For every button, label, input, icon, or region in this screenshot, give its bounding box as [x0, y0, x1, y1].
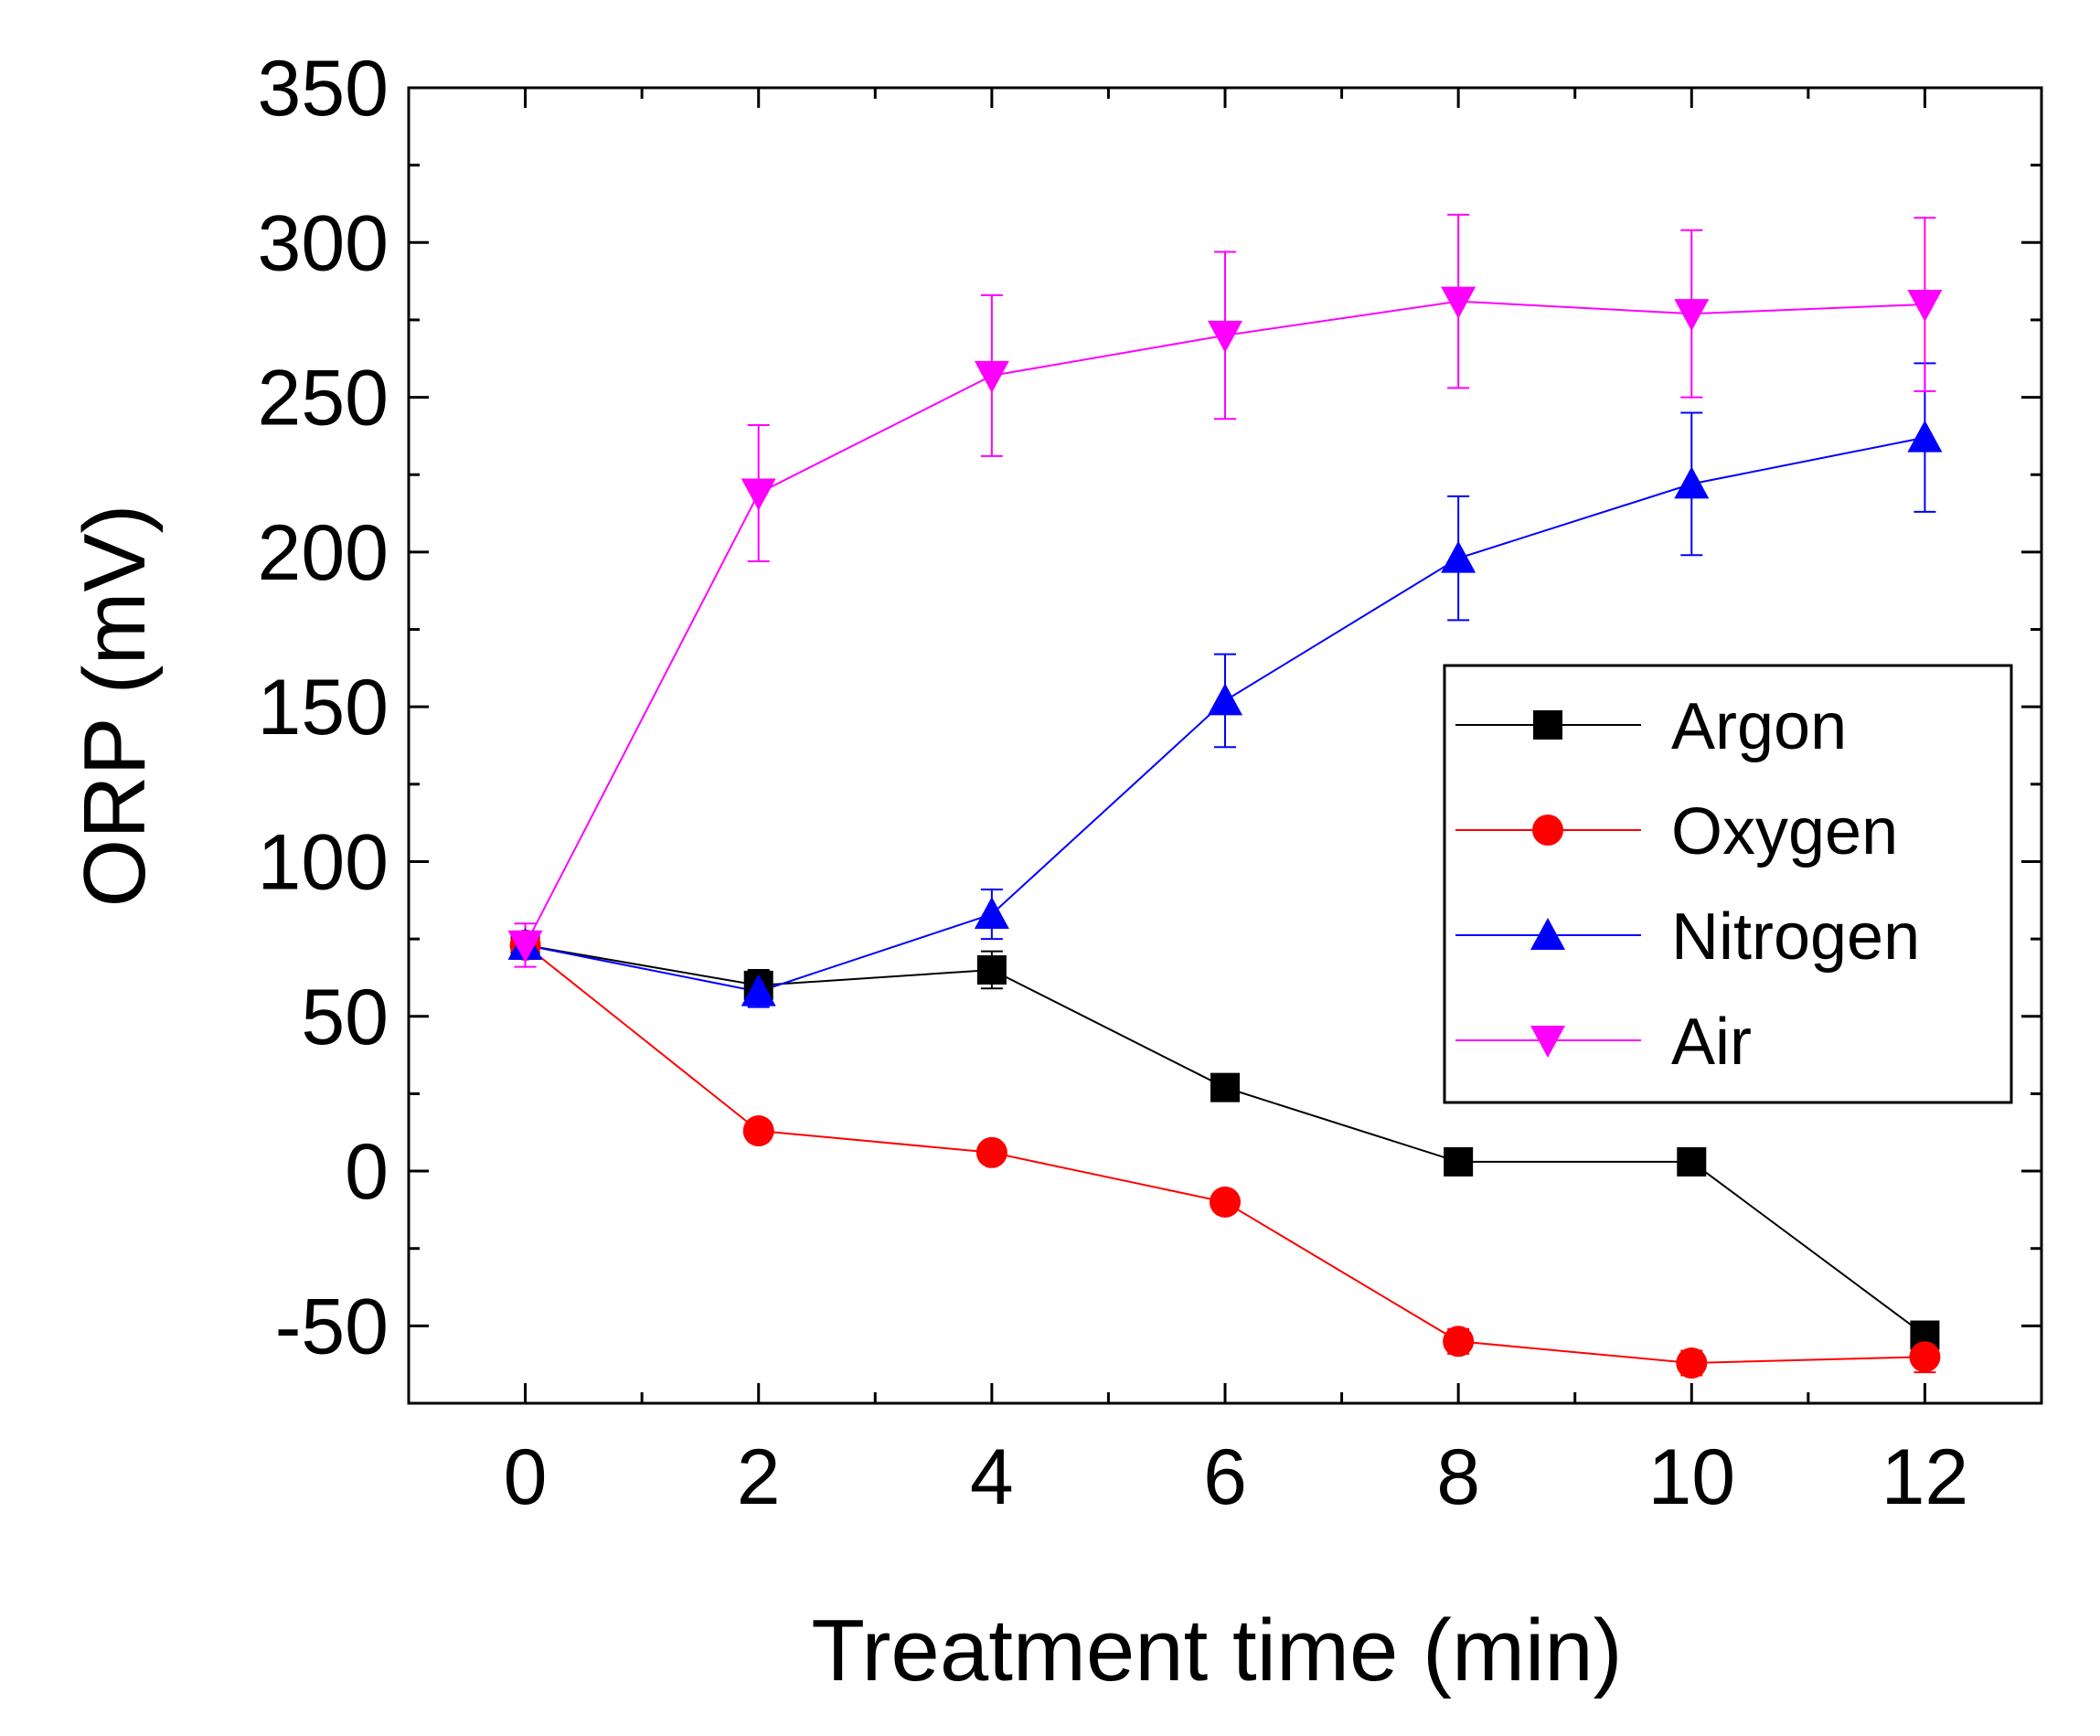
- nitrogen-point: [1674, 466, 1710, 499]
- oxygen-point: [1210, 1186, 1241, 1218]
- y-tick-label: -50: [275, 1283, 389, 1370]
- y-tick-label: 300: [258, 199, 389, 287]
- oxygen-point: [1676, 1347, 1708, 1379]
- x-tick-label: 0: [504, 1433, 548, 1521]
- axes: 0 2 4 6 8 10 12 -50 0 50 100 150 200 250 300 350: [258, 45, 2043, 1521]
- series-markers: [507, 286, 1943, 1379]
- x-tick-label: 2: [737, 1433, 781, 1521]
- air-point: [1674, 299, 1710, 332]
- oxygen-point: [1909, 1341, 1941, 1373]
- legend-swatch-marker-nitrogen: [1530, 918, 1565, 950]
- legend-label-nitrogen: Nitrogen: [1671, 900, 1920, 974]
- air-point: [741, 478, 776, 511]
- argon-point: [976, 954, 1007, 985]
- nitrogen-point: [1441, 540, 1476, 573]
- nitrogen-point: [741, 974, 776, 1006]
- air-point: [507, 930, 543, 963]
- x-tick-label: 6: [1203, 1433, 1247, 1521]
- legend-swatch-marker-argon: [1533, 710, 1562, 740]
- nitrogen-point: [1907, 420, 1943, 453]
- argon-point: [1444, 1146, 1474, 1177]
- y-tick-label: 100: [258, 818, 389, 906]
- y-tick-label: 150: [258, 664, 389, 751]
- y-tick-label: 250: [258, 355, 389, 442]
- x-tick-label: 4: [970, 1433, 1014, 1521]
- air-point: [1441, 286, 1476, 319]
- air-point: [1208, 320, 1242, 353]
- y-tick-label: 50: [301, 974, 389, 1061]
- oxygen-point: [975, 1136, 1007, 1168]
- y-axis-title: ORP (mV): [66, 505, 164, 908]
- air-point: [974, 360, 1009, 393]
- x-tick-label: 8: [1436, 1433, 1480, 1521]
- y-tick-label: 200: [258, 509, 389, 597]
- y-tick-label: 0: [345, 1128, 389, 1216]
- legend-label-argon: Argon: [1671, 690, 1847, 763]
- argon-point: [1677, 1146, 1707, 1177]
- legend-swatch-marker-oxygen: [1532, 815, 1563, 846]
- oxygen-point: [1443, 1326, 1475, 1358]
- oxygen-point: [742, 1115, 774, 1147]
- air-point: [1907, 290, 1943, 323]
- x-axis-title: Treatment time (min): [811, 1602, 1622, 1699]
- nitrogen-point: [1208, 683, 1242, 716]
- argon-point: [1210, 1072, 1240, 1102]
- legend-swatch-marker-air: [1530, 1026, 1565, 1058]
- y-tick-label: 350: [258, 45, 389, 133]
- legend-label-air: Air: [1671, 1006, 1752, 1079]
- x-tick-label: 10: [1647, 1433, 1735, 1521]
- x-tick-label: 12: [1881, 1433, 1969, 1521]
- legend: Argon Oxygen Nitrogen Air: [1443, 664, 2013, 1104]
- nitrogen-point: [974, 897, 1009, 930]
- legend-label-oxygen: Oxygen: [1671, 795, 1898, 868]
